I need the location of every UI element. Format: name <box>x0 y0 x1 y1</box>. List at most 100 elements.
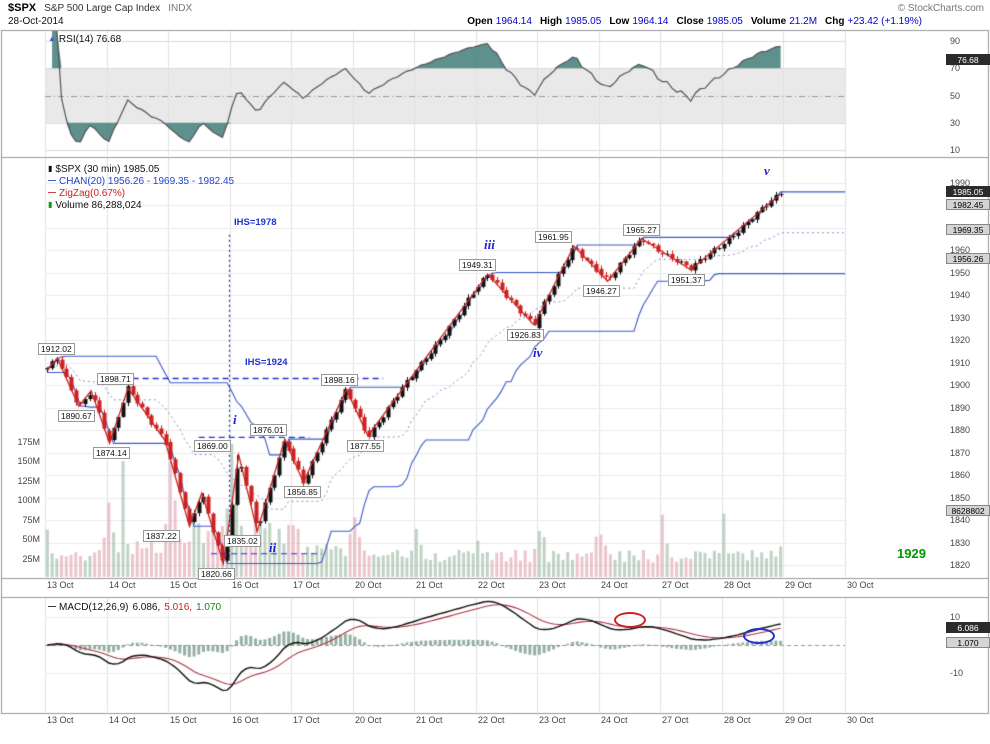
wave-label-ii: ii <box>269 540 277 555</box>
wave-label-i: i <box>233 412 237 427</box>
rsi-axis-tick: 30 <box>950 118 961 128</box>
exchange: INDX <box>168 3 193 14</box>
x-axis-label: 21 Oct <box>416 715 443 725</box>
channel-mid-badge: 1969.35 <box>946 224 990 235</box>
macd-legend-values: 6.086, 5.016, 1.070 <box>128 602 221 613</box>
x-axis-label: 24 Oct <box>601 580 628 590</box>
candlestick-icon: ▮ <box>48 164 53 173</box>
x-axis-label: 14 Oct <box>109 715 136 725</box>
quote-chg-label: Chg <box>825 16 845 27</box>
ihs-annotation: IHS=1924 <box>245 357 288 368</box>
macd-bearish-cross-circle <box>614 612 646 628</box>
quote-low-label: Low <box>609 16 630 27</box>
wave-label-iv: iv <box>533 345 543 360</box>
quote-close-value: 1985.05 <box>706 16 743 27</box>
price-axis-tick: 1830 <box>950 538 971 548</box>
main-symbol-legend-text: $SPX (30 min) 1985.05 <box>55 164 160 175</box>
quote-open-value: 1964.14 <box>495 16 532 27</box>
channel-upper-badge: 1982.45 <box>946 199 990 210</box>
macd-axis-tick: -10 <box>950 668 964 678</box>
price-axis-tick: 1890 <box>950 403 971 413</box>
zigzag-legend: — ZigZag(0.67%) <box>48 187 125 199</box>
zigzag-line-icon: — <box>48 188 56 197</box>
rsi-indicator-icon: ▲ <box>48 34 56 43</box>
copyright-link[interactable]: © StockCharts.com <box>897 3 984 14</box>
x-axis-label: 27 Oct <box>662 580 689 590</box>
price-axis-tick: 1840 <box>950 515 971 525</box>
rsi-axis-tick: 10 <box>950 145 961 155</box>
price-callout: 1898.16 <box>321 374 358 386</box>
rsi-axis-tick: 50 <box>950 91 961 101</box>
quote-row: Open 1964.14 High 1985.05 Low 1964.14 Close 198… <box>467 16 930 27</box>
price-axis-tick: 1950 <box>950 268 971 278</box>
quote-chg-value: +23.42 (+1.19%) <box>847 16 923 27</box>
x-axis-label: 13 Oct <box>47 580 74 590</box>
x-axis-label: 23 Oct <box>539 715 566 725</box>
price-callout: 1874.14 <box>93 447 130 459</box>
volume-legend: ▮ Volume 86,288,024 <box>48 199 142 211</box>
volume-badge: 8628802 <box>946 505 990 516</box>
macd-hist-badge: 1.070 <box>946 637 990 648</box>
x-axis-label: 17 Oct <box>293 715 320 725</box>
x-axis-label: 23 Oct <box>539 580 566 590</box>
price-callout: 1837.22 <box>143 530 180 542</box>
price-axis-tick: 1990 <box>950 178 971 188</box>
volume-axis-tick: 25M <box>22 554 40 564</box>
price-axis-tick: 1820 <box>950 560 971 570</box>
quote-high-value: 1985.05 <box>565 16 602 27</box>
main-symbol-legend: ▮ $SPX (30 min) 1985.05 <box>48 163 159 175</box>
rsi-legend-text: RSI(14) 76.68 <box>58 34 122 45</box>
macd-bullish-cross-circle <box>743 628 775 644</box>
symbol: $SPX <box>8 2 37 14</box>
price-callout: 1961.95 <box>535 231 572 243</box>
rsi-axis-tick: 70 <box>950 63 961 73</box>
price-callout: 1820.66 <box>198 568 235 580</box>
macd-legend-value: 1.070 <box>196 602 222 613</box>
price-callout: 1951.37 <box>668 274 705 286</box>
x-axis-label: 16 Oct <box>232 580 259 590</box>
chart-date: 28-Oct-2014 <box>8 16 64 27</box>
macd-legend-value: 6.086, <box>132 602 161 613</box>
rsi-axis-tick: 90 <box>950 36 961 46</box>
quote-high-label: High <box>539 16 563 27</box>
channel-line-icon: — <box>48 176 56 185</box>
quote-volume-value: 21.2M <box>789 16 818 27</box>
x-axis-label: 28 Oct <box>724 580 751 590</box>
x-axis-label: 28 Oct <box>724 715 751 725</box>
quote-open-label: Open <box>467 16 493 27</box>
price-axis-tick: 1870 <box>950 448 971 458</box>
x-axis-label: 30 Oct <box>847 580 874 590</box>
volume-legend-text: Volume 86,288,024 <box>55 200 142 211</box>
macd-legend-name: MACD(12,26,9) <box>59 602 129 613</box>
index-name: S&P 500 Large Cap Index <box>44 3 161 14</box>
chart-header: $SPX S&P 500 Large Cap Index INDX <box>8 2 192 14</box>
macd-legend-value: 5.016, <box>164 602 193 613</box>
volume-axis-tick: 150M <box>17 456 40 466</box>
price-callout: 1965.27 <box>623 224 660 236</box>
ihs-annotation: IHS=1978 <box>234 217 277 228</box>
volume-axis-tick: 175M <box>17 437 40 447</box>
x-axis-label: 21 Oct <box>416 580 443 590</box>
zigzag-legend-text: ZigZag(0.67%) <box>59 188 126 199</box>
x-axis-label: 17 Oct <box>293 580 320 590</box>
macd-axis-tick: 10 <box>950 612 961 622</box>
x-axis-label: 15 Oct <box>170 580 197 590</box>
macd-legend: — MACD(12,26,9) 6.086, 5.016, 1.070 <box>48 601 221 613</box>
price-callout: 1877.55 <box>347 440 384 452</box>
quote-close-label: Close <box>676 16 704 27</box>
x-axis-label: 24 Oct <box>601 715 628 725</box>
price-callout: 1890.67 <box>58 410 95 422</box>
price-axis-tick: 1880 <box>950 425 971 435</box>
x-axis-label: 30 Oct <box>847 715 874 725</box>
x-axis-label: 27 Oct <box>662 715 689 725</box>
quote-low-value: 1964.14 <box>632 16 669 27</box>
price-callout: 1946.27 <box>583 285 620 297</box>
channel-legend: — CHAN(20) 1956.26 - 1969.35 - 1982.45 <box>48 175 234 187</box>
x-axis-label: 13 Oct <box>47 715 74 725</box>
volume-axis-tick: 100M <box>17 495 40 505</box>
x-axis-label: 15 Oct <box>170 715 197 725</box>
price-axis-tick: 1960 <box>950 245 971 255</box>
price-axis-tick: 1860 <box>950 470 971 480</box>
last-price-badge: 1985.05 <box>946 186 990 197</box>
